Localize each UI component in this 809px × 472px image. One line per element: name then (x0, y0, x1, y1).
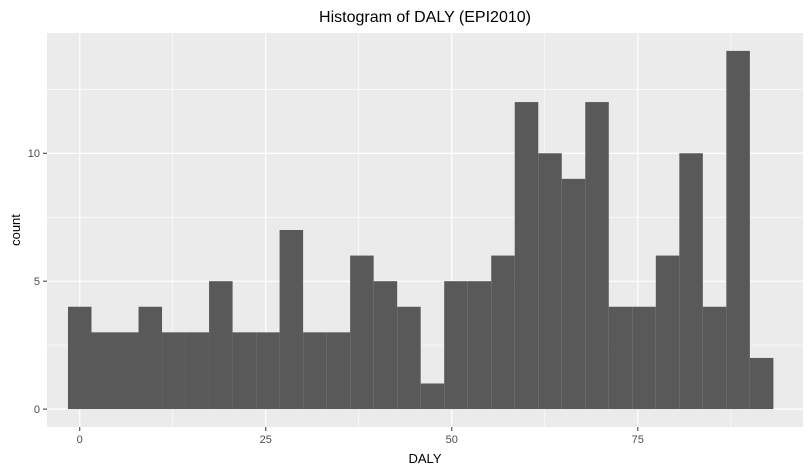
histogram-bar (726, 50, 750, 410)
x-tick-label: 25 (260, 434, 272, 446)
histogram-bar (232, 332, 257, 410)
y-axis-title: count (8, 214, 23, 246)
histogram-bar (420, 383, 445, 410)
histogram-bar (326, 332, 351, 410)
y-tick-label: 10 (28, 148, 40, 160)
histogram-bar (256, 332, 280, 410)
histogram-bar (138, 306, 163, 410)
histogram-bar (514, 102, 539, 410)
histogram-bar (655, 255, 680, 410)
histogram-bar (444, 281, 468, 410)
histogram-bars (67, 50, 774, 410)
x-tick-label: 0 (77, 434, 83, 446)
histogram-bar (279, 230, 304, 410)
histogram-bar (467, 281, 492, 410)
y-tick-label: 5 (34, 276, 40, 288)
histogram-bar (303, 332, 327, 410)
histogram-bar (702, 306, 727, 410)
histogram-bar (162, 332, 186, 410)
histogram-bar (185, 332, 210, 410)
histogram-bar (115, 332, 139, 410)
x-tick-label: 50 (446, 434, 458, 446)
chart-title: Histogram of DALY (EPI2010) (319, 9, 531, 26)
histogram-bar (350, 255, 374, 410)
histogram-bar (397, 306, 421, 410)
y-axis-ticks: 0 5 10 (28, 148, 47, 416)
histogram-bar (538, 153, 562, 410)
histogram-bar (749, 357, 774, 410)
histogram-bar (561, 178, 586, 410)
histogram-bar (67, 306, 92, 410)
histogram-bar (632, 306, 656, 410)
histogram-bar (608, 306, 633, 410)
histogram-bar (209, 281, 233, 410)
histogram-bar (585, 102, 609, 410)
y-tick-label: 0 (34, 404, 40, 416)
x-tick-label: 75 (632, 434, 644, 446)
histogram-bar (373, 281, 398, 410)
histogram-bar (679, 153, 703, 410)
x-axis-ticks: 0 25 50 75 (77, 427, 644, 446)
histogram-bar (91, 332, 116, 410)
x-axis-title: DALY (409, 451, 442, 466)
histogram-bar (491, 255, 515, 410)
